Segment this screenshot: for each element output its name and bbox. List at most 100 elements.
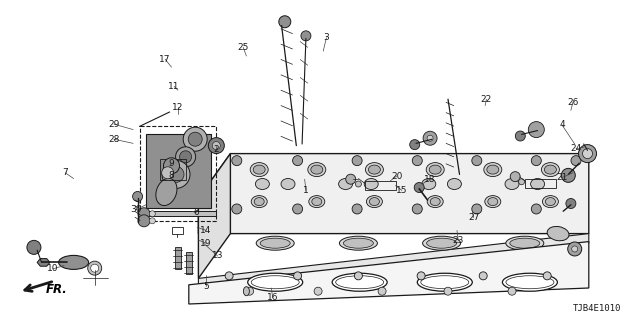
Text: 5: 5 — [204, 282, 209, 291]
Text: TJB4E1010: TJB4E1010 — [572, 304, 621, 313]
Text: 3: 3 — [324, 33, 329, 42]
Circle shape — [164, 158, 179, 174]
Circle shape — [27, 240, 41, 254]
Circle shape — [423, 131, 437, 145]
Ellipse shape — [309, 196, 325, 208]
Ellipse shape — [369, 198, 380, 206]
Circle shape — [232, 204, 242, 214]
Circle shape — [294, 272, 301, 280]
Circle shape — [209, 138, 225, 154]
Bar — [186, 252, 191, 274]
Ellipse shape — [281, 179, 295, 189]
Text: 16: 16 — [267, 293, 278, 302]
Circle shape — [410, 140, 420, 150]
Bar — [525, 179, 556, 188]
Text: 4: 4 — [559, 120, 564, 129]
Polygon shape — [198, 234, 589, 288]
Text: 12: 12 — [172, 103, 184, 112]
Ellipse shape — [332, 273, 387, 291]
Circle shape — [138, 215, 150, 227]
Ellipse shape — [254, 198, 264, 206]
Ellipse shape — [422, 236, 461, 250]
Circle shape — [531, 204, 541, 214]
Circle shape — [543, 272, 551, 280]
Ellipse shape — [429, 165, 441, 174]
Text: 8: 8 — [169, 171, 174, 180]
Text: 28: 28 — [108, 135, 120, 144]
Circle shape — [531, 156, 541, 166]
Circle shape — [138, 208, 150, 220]
Circle shape — [378, 287, 386, 295]
Ellipse shape — [488, 198, 498, 206]
Circle shape — [132, 191, 143, 202]
Circle shape — [188, 132, 202, 146]
Text: 1: 1 — [303, 186, 308, 195]
Circle shape — [572, 246, 578, 252]
Bar — [140, 126, 216, 221]
Ellipse shape — [248, 273, 303, 291]
Bar — [175, 247, 180, 269]
Bar — [172, 227, 183, 234]
Ellipse shape — [369, 165, 380, 174]
Circle shape — [88, 261, 102, 275]
Ellipse shape — [365, 163, 383, 177]
Circle shape — [301, 31, 311, 41]
Ellipse shape — [344, 238, 373, 248]
Bar — [160, 159, 186, 180]
Ellipse shape — [250, 163, 268, 177]
Ellipse shape — [531, 179, 545, 189]
Circle shape — [412, 204, 422, 214]
Ellipse shape — [364, 179, 378, 189]
Circle shape — [510, 172, 520, 182]
Text: FR.: FR. — [46, 283, 68, 296]
Ellipse shape — [255, 179, 269, 189]
Circle shape — [168, 166, 184, 182]
Circle shape — [479, 272, 487, 280]
Circle shape — [579, 145, 596, 163]
Text: 30: 30 — [131, 205, 142, 214]
Bar — [140, 211, 216, 216]
Circle shape — [417, 272, 425, 280]
Circle shape — [571, 156, 581, 166]
Circle shape — [444, 287, 452, 295]
Circle shape — [162, 160, 190, 188]
Polygon shape — [198, 154, 230, 278]
Circle shape — [414, 182, 424, 193]
Circle shape — [149, 218, 156, 224]
Text: 25: 25 — [237, 43, 249, 52]
Circle shape — [528, 122, 544, 138]
Circle shape — [175, 147, 196, 167]
Text: 2: 2 — [214, 145, 219, 154]
Ellipse shape — [543, 196, 559, 208]
Circle shape — [472, 204, 482, 214]
Text: 14: 14 — [200, 226, 212, 235]
Circle shape — [352, 156, 362, 166]
Circle shape — [508, 287, 516, 295]
Ellipse shape — [422, 179, 436, 189]
Circle shape — [246, 287, 253, 295]
Circle shape — [212, 141, 220, 150]
Ellipse shape — [428, 196, 444, 208]
Circle shape — [162, 167, 173, 179]
Circle shape — [292, 204, 303, 214]
Ellipse shape — [243, 287, 250, 296]
Bar — [365, 181, 396, 190]
Ellipse shape — [541, 163, 559, 177]
Text: 9: 9 — [169, 159, 174, 168]
Circle shape — [561, 168, 575, 182]
Text: 26: 26 — [567, 98, 579, 107]
Ellipse shape — [545, 165, 556, 174]
Text: 17: 17 — [159, 55, 171, 64]
Circle shape — [91, 264, 99, 272]
Circle shape — [346, 174, 356, 184]
Text: 10: 10 — [47, 264, 59, 273]
Text: 21: 21 — [556, 173, 568, 182]
Ellipse shape — [485, 196, 501, 208]
Circle shape — [232, 156, 242, 166]
Circle shape — [412, 156, 422, 166]
Circle shape — [518, 179, 525, 185]
Ellipse shape — [312, 198, 322, 206]
Circle shape — [352, 204, 362, 214]
Text: 15: 15 — [396, 186, 408, 195]
Ellipse shape — [156, 179, 177, 205]
